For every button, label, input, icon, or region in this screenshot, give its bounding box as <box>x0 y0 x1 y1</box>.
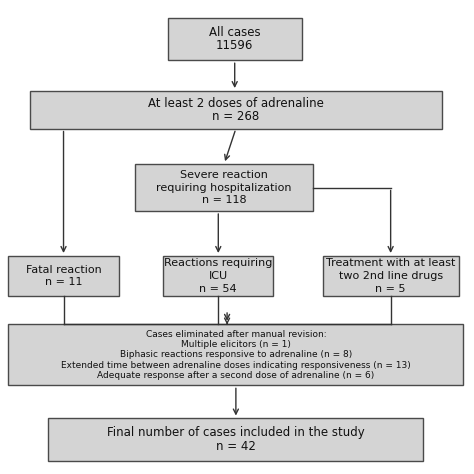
Text: n = 118: n = 118 <box>202 195 246 205</box>
Text: Final number of cases included in the study: Final number of cases included in the st… <box>107 427 365 439</box>
FancyBboxPatch shape <box>9 324 464 385</box>
Text: 11596: 11596 <box>216 39 254 52</box>
Text: Adequate response after a second dose of adrenaline (n = 6): Adequate response after a second dose of… <box>97 371 374 380</box>
Text: Extended time between adrenaline doses indicating responsiveness (n = 13): Extended time between adrenaline doses i… <box>61 361 411 370</box>
Text: Biphasic reactions responsive to adrenaline (n = 8): Biphasic reactions responsive to adrenal… <box>120 350 352 359</box>
Text: All cases: All cases <box>209 26 261 39</box>
Text: Fatal reaction: Fatal reaction <box>26 264 101 274</box>
Text: At least 2 doses of adrenaline: At least 2 doses of adrenaline <box>148 97 324 109</box>
FancyBboxPatch shape <box>135 164 313 211</box>
Text: Treatment with at least: Treatment with at least <box>326 258 456 268</box>
Text: ICU: ICU <box>209 271 228 281</box>
Text: n = 5: n = 5 <box>375 283 406 293</box>
FancyBboxPatch shape <box>29 91 442 128</box>
Text: Reactions requiring: Reactions requiring <box>164 258 273 268</box>
Text: n = 11: n = 11 <box>45 277 82 287</box>
Text: Multiple elicitors (n = 1): Multiple elicitors (n = 1) <box>181 340 291 349</box>
Text: n = 54: n = 54 <box>200 283 237 293</box>
Text: n = 268: n = 268 <box>212 110 259 123</box>
FancyBboxPatch shape <box>48 419 423 461</box>
FancyBboxPatch shape <box>168 18 301 60</box>
Text: n = 42: n = 42 <box>216 440 256 453</box>
FancyBboxPatch shape <box>9 256 118 296</box>
FancyBboxPatch shape <box>323 256 459 296</box>
Text: requiring hospitalization: requiring hospitalization <box>156 182 292 192</box>
Text: two 2nd line drugs: two 2nd line drugs <box>338 271 443 281</box>
FancyBboxPatch shape <box>163 256 273 296</box>
Text: Severe reaction: Severe reaction <box>180 170 268 180</box>
Text: Cases eliminated after manual revision:: Cases eliminated after manual revision: <box>146 329 326 338</box>
